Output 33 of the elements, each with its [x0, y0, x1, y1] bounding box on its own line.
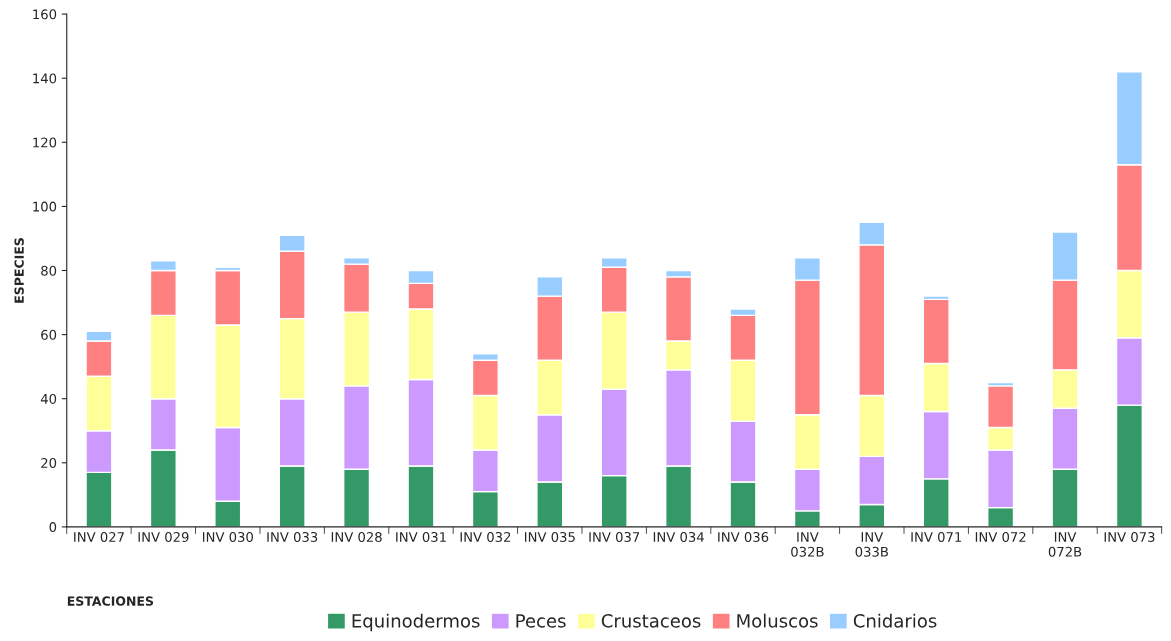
y-tick-label: 160 — [33, 9, 57, 20]
x-tick-label: INV 033B — [855, 532, 888, 557]
y-tick-label: 140 — [33, 73, 57, 84]
x-tick-label: INV 028 — [331, 532, 382, 542]
legend-label: Crustaceos — [601, 614, 701, 628]
x-tick-label: INV 072 — [975, 532, 1026, 542]
legend-label: Moluscos — [737, 613, 818, 628]
legend-label: Cnidarios — [853, 613, 937, 628]
y-tick-label: 120 — [33, 137, 57, 148]
y-tick-label: 100 — [33, 201, 57, 212]
x-tick-label: INV 033 — [267, 532, 318, 542]
x-tick-label: INV 027 — [74, 532, 124, 542]
x-tick-label: INV 032 — [460, 532, 511, 542]
x-tick-label: INV 037 — [589, 532, 640, 542]
y-tick-label: 40 — [40, 393, 57, 404]
x-tick-label: INV 030 — [202, 532, 253, 542]
y-axis-title: ESPECIES — [14, 238, 24, 303]
legend-label: Peces — [516, 614, 566, 628]
x-tick-label: INV 073 — [1104, 532, 1155, 542]
x-axis-title: ESTACIONES — [67, 596, 154, 606]
x-tick-label: INV 035 — [525, 532, 575, 542]
x-tick-label: INV 032B — [791, 532, 824, 557]
x-tick-label: INV 071 — [911, 532, 962, 542]
x-tick-label: INV 036 — [718, 532, 769, 542]
y-tick-label: 0 — [49, 522, 57, 533]
y-tick-label: 60 — [41, 329, 57, 340]
x-tick-label: INV 072B — [1048, 532, 1082, 557]
x-tick-label: INV 034 — [653, 532, 704, 542]
legend-label: Equinodermos — [352, 613, 480, 632]
y-tick-label: 80 — [41, 265, 57, 276]
y-tick-label: 20 — [41, 458, 57, 468]
x-tick-label: INV 029 — [138, 532, 189, 542]
x-tick-label: INV 031 — [396, 532, 446, 542]
